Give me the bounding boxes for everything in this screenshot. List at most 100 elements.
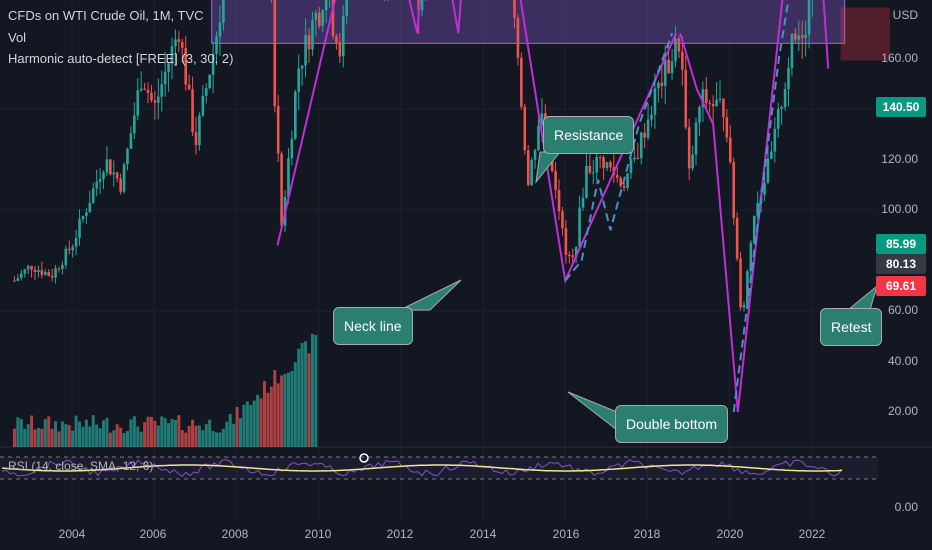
candle-body [43, 272, 47, 275]
candle-body [646, 119, 650, 138]
candle-body [571, 255, 575, 258]
candle-body [705, 89, 708, 104]
volume-bar [132, 416, 136, 447]
volume-bar [12, 428, 16, 447]
x-tick: 2022 [798, 527, 826, 541]
candle-body [530, 159, 533, 185]
currency-label: USD [892, 8, 918, 22]
volume-bar [16, 417, 20, 447]
candle-body [554, 171, 557, 190]
volume-bar [201, 430, 205, 447]
candle-body [126, 148, 129, 165]
candle-body [526, 150, 530, 185]
candle-body [728, 137, 732, 163]
volume-bar [290, 370, 294, 447]
volume-bar [187, 425, 191, 447]
volume-bar [256, 394, 260, 447]
candle-body [187, 84, 191, 90]
candle-body [13, 280, 16, 282]
volume-bar [184, 432, 188, 447]
candle-body [800, 35, 804, 38]
candle-body [687, 127, 691, 169]
callout-resistance[interactable]: Resistance [543, 116, 635, 154]
candle-body [674, 38, 677, 62]
volume-bar [153, 420, 157, 447]
y-tick: 120.00 [881, 152, 918, 166]
candle-body [591, 172, 595, 174]
candle-body [157, 96, 160, 103]
volume-bar [143, 422, 147, 447]
candle-body [715, 99, 718, 107]
volume-bar [252, 400, 256, 447]
volume-bar [235, 406, 239, 447]
callout-double-bottom[interactable]: Double bottom [615, 405, 729, 443]
candle-body [749, 242, 753, 272]
volume-bars [12, 333, 318, 447]
volume-bar [33, 429, 37, 447]
harmonic-projection [564, 32, 674, 282]
candle-body [722, 98, 725, 118]
candle-body [304, 35, 307, 66]
candle-body [420, 0, 424, 11]
candle-body [609, 162, 612, 168]
volume-bar [129, 419, 133, 447]
rsi-label: RSI (14, close, SMA, 12, 6) [8, 459, 154, 473]
candle-body [568, 254, 571, 256]
volume-bar [74, 415, 78, 447]
neck-line-zone [211, 0, 846, 44]
candle-body [102, 172, 105, 180]
candle-body [297, 68, 301, 92]
candle-body [537, 125, 540, 150]
candle-body [540, 113, 544, 126]
volume-bar [310, 333, 314, 447]
y-tick: 60.00 [887, 303, 918, 317]
candle-body [54, 268, 57, 278]
candle-body [670, 61, 674, 74]
volume-bar [149, 416, 153, 447]
candle-body [742, 304, 746, 308]
candle-body [335, 36, 338, 43]
harmonic-pattern [276, 0, 830, 413]
volume-bar [273, 370, 277, 447]
candle-body [619, 177, 622, 187]
y-tick: 160.00 [881, 51, 918, 65]
candle-body [684, 69, 688, 128]
candle-body [167, 63, 170, 72]
candle-body [790, 33, 794, 68]
volume-bar [269, 386, 273, 447]
volume-bar [78, 421, 82, 447]
candle-body [807, 0, 811, 35]
volume-bar [314, 334, 318, 447]
volume-bar [67, 425, 71, 447]
candle-body [776, 109, 780, 129]
candle-body [314, 12, 318, 21]
callout-neck-line[interactable]: Neck line [333, 307, 413, 345]
price-tag-entry: 80.13 [876, 254, 926, 274]
candle-body [139, 88, 143, 91]
candle-body [550, 156, 554, 172]
candle-body [208, 74, 211, 89]
candle-body [30, 266, 33, 270]
volume-bar [84, 419, 88, 447]
rsi-ma-line [1, 464, 843, 472]
candle-body [16, 278, 20, 281]
volume-bar [43, 419, 47, 447]
candle-body [581, 197, 585, 208]
volume-bar [30, 415, 34, 447]
volume-bar [266, 392, 270, 447]
volume-bar [307, 353, 311, 447]
callout-retest[interactable]: Retest [820, 308, 883, 346]
candle-body [180, 41, 184, 48]
callout-pointers [399, 151, 878, 432]
candle-body [520, 57, 523, 107]
price-tag-last: 85.99 [876, 234, 926, 254]
volume-bar [293, 362, 297, 447]
volume-bar [23, 428, 27, 447]
candle-body [732, 162, 736, 218]
volume-bar [170, 418, 174, 447]
candle-body [783, 89, 787, 108]
y-tick: 20.00 [887, 404, 918, 418]
y-tick: 100.00 [881, 202, 918, 216]
candle-body [115, 172, 119, 179]
candle-body [122, 164, 126, 192]
